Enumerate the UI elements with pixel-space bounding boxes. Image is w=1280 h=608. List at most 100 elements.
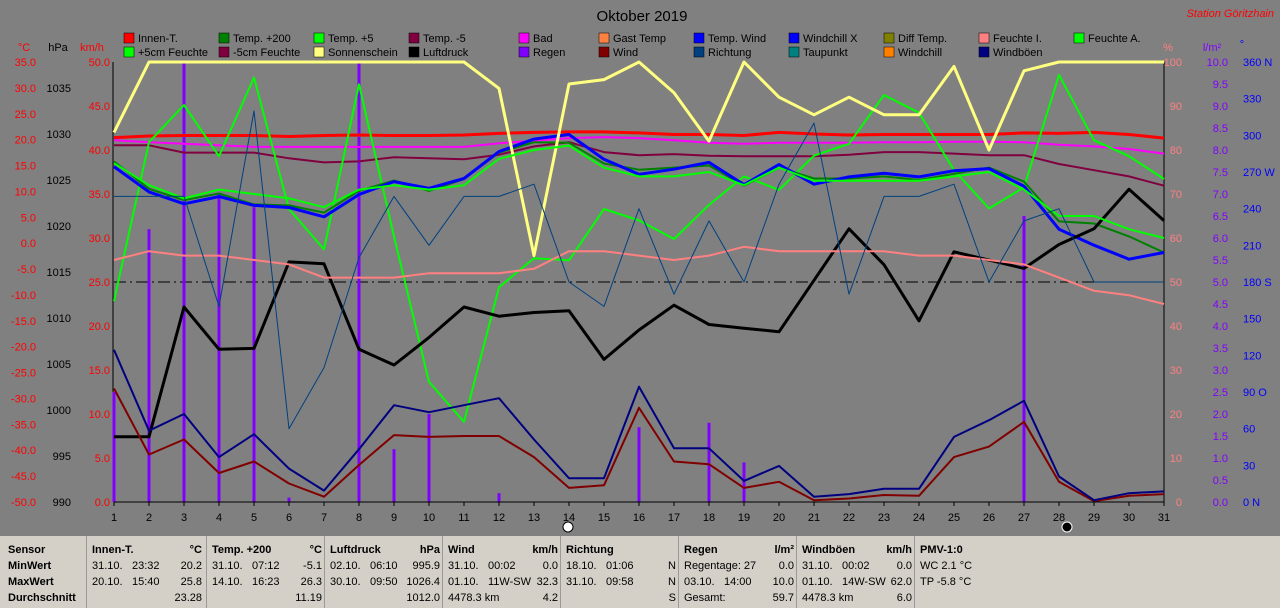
tick-rain-lm2-0-5: 0.5 (1213, 475, 1228, 487)
tick-rain-lm2-4-0: 4.0 (1213, 321, 1228, 333)
legend-swatch-windchill (883, 46, 895, 58)
legend-swatch-gast-temp (598, 32, 610, 44)
legend-swatch-windchill-x (788, 32, 800, 44)
legend-swatch-feuchte-i (978, 32, 990, 44)
legend-swatch-diff-temp (883, 32, 895, 44)
stats-temp-200-unit: °C (309, 544, 322, 556)
tick-pressure-hpa-1030: 1030 (47, 129, 71, 141)
x-label-day-17: 17 (668, 512, 680, 524)
x-label-day-4: 4 (216, 512, 222, 524)
tick-pressure-hpa-1010: 1010 (47, 313, 71, 325)
stats-temp-200-max-time: 16:23 (252, 576, 280, 588)
tick-rain-lm2-10-0: 10.0 (1207, 57, 1228, 69)
x-label-day-19: 19 (738, 512, 750, 524)
stats-regen-max-date: 03.10. (684, 576, 715, 588)
stats-richtung-max-time: 09:58 (606, 576, 634, 588)
stats-row-label-sensor: Sensor (8, 544, 46, 556)
stats-innen-t-unit: °C (189, 544, 202, 556)
legend-label-bad: Bad (533, 33, 553, 45)
tick-direction-deg-180-s: 180 S (1243, 277, 1272, 289)
x-label-day-24: 24 (913, 512, 925, 524)
tick-temp-c-0-0: 0.0 (21, 238, 36, 250)
direction-axis-unit: ° (1240, 39, 1244, 51)
tick-wind-kmh-50-0: 50.0 (89, 57, 110, 69)
stats-richtung-name: Richtung (566, 544, 614, 556)
stats-temp-200-min-value: -5.1 (303, 560, 322, 572)
tick-temp-c-25-0: 25.0 (15, 109, 36, 121)
stats-temp-200-min-time: 07:12 (252, 560, 280, 572)
legend-swatch-windb-en (978, 46, 990, 58)
tick-rain-lm2-4-5: 4.5 (1213, 299, 1228, 311)
tick-rain-lm2-3-0: 3.0 (1213, 365, 1228, 377)
legend-swatch-bad (518, 32, 530, 44)
x-label-day-7: 7 (321, 512, 327, 524)
tick-humidity-pct-70: 70 (1170, 189, 1182, 201)
stats-innen-t-min-date: 31.10. (92, 560, 123, 572)
tick-temp-c-50-0: -50.0 (11, 497, 36, 509)
tick-temp-c-10-0: 10.0 (15, 186, 36, 198)
tick-humidity-pct-60: 60 (1170, 233, 1182, 245)
legend-label-richtung: Richtung (708, 47, 751, 59)
x-axis: 1 2 3 4 5 6 7 8 9 10 11 12 13 14 15 16 17 18 19 20 21 22 23 24 2… (111, 501, 1170, 533)
stats-luftdruck-max-time: 09:50 (370, 576, 398, 588)
legend-swatch-5cm-feuchte (218, 46, 230, 58)
tick-rain-lm2-9-5: 9.5 (1213, 79, 1228, 91)
x-label-day-9: 9 (391, 512, 397, 524)
stats-regen-max-time: 14:00 (724, 576, 752, 588)
stats-windb-en-min-value: 0.0 (896, 560, 912, 572)
tick-direction-deg-240: 240 (1243, 204, 1261, 216)
stats-innen-t-max-time: 15:40 (132, 576, 160, 588)
x-label-day-27: 27 (1018, 512, 1030, 524)
legend-swatch-temp-wind (693, 32, 705, 44)
stats-luftdruck-name: Luftdruck (330, 544, 381, 556)
x-label-day-11: 11 (458, 512, 469, 524)
x-label-day-20: 20 (773, 512, 785, 524)
stats-temp-200-min-date: 31.10. (212, 560, 243, 572)
legend-swatch-temp-200 (218, 32, 230, 44)
stats-windb-en-name: Windböen (802, 544, 856, 556)
tick-temp-c-10-0: -10.0 (11, 290, 36, 302)
stats-wind-unit: km/h (532, 544, 558, 556)
x-label-day-31: 31 (1158, 512, 1170, 524)
tick-temp-c-25-0: -25.0 (11, 368, 36, 380)
x-label-day-25: 25 (948, 512, 960, 524)
weather-chart: Oktober 2019 Station Göritzhain °C hPa k… (10, 8, 1276, 533)
rain-bar-day-9 (392, 449, 396, 502)
x-label-day-30: 30 (1123, 512, 1135, 524)
stats-temp-200-avg: 11.19 (295, 592, 322, 604)
tick-rain-lm2-7-5: 7.5 (1213, 167, 1228, 179)
chart-title: Oktober 2019 (597, 8, 688, 25)
tick-pressure-hpa-1000: 1000 (47, 405, 71, 417)
tick-wind-kmh-45-0: 45.0 (89, 101, 110, 113)
legend-label-diff-temp: Diff Temp. (898, 33, 947, 45)
stats-windb-en-min-time: 00:02 (842, 560, 870, 572)
tick-direction-deg-360-n: 360 N (1243, 57, 1272, 69)
x-label-day-23: 23 (878, 512, 890, 524)
tick-rain-lm2-8-5: 8.5 (1213, 123, 1228, 135)
stats-innen-t-avg: 23.28 (174, 592, 202, 604)
stats-regen-avg: 59.7 (772, 592, 794, 604)
tick-temp-c-35-0: -35.0 (11, 419, 36, 431)
stats-luftdruck-min-date: 02.10. (330, 560, 361, 572)
stats-windb-en-avg-label: 4478.3 km (802, 592, 854, 604)
stats-windb-en-max-date: 01.10. (802, 576, 833, 588)
legend-swatch-regen (518, 46, 530, 58)
stats-wind-avg: 4.2 (542, 592, 558, 604)
tick-humidity-pct-90: 90 (1170, 101, 1182, 113)
legend-label-windb-en: Windböen (993, 47, 1043, 59)
tick-wind-kmh-0-0: 0.0 (95, 497, 110, 509)
stats-wind-max-date: 01.10. (448, 576, 479, 588)
stats-luftdruck-max-value: 1026.4 (406, 576, 440, 588)
tick-rain-lm2-1-5: 1.5 (1213, 431, 1228, 443)
tick-wind-kmh-25-0: 25.0 (89, 277, 110, 289)
tick-rain-lm2-7-0: 7.0 (1213, 189, 1228, 201)
pmv-title: PMV-1:0 (920, 544, 963, 556)
legend-label-temp-200: Temp. +200 (233, 33, 291, 45)
tick-temp-c-35-0: 35.0 (15, 57, 36, 69)
tick-temp-c-5-0: -5.0 (17, 264, 36, 276)
x-label-day-28: 28 (1053, 512, 1065, 524)
tick-pressure-hpa-1025: 1025 (47, 175, 71, 187)
tick-direction-deg-120: 120 (1243, 350, 1261, 362)
stats-separator (442, 536, 443, 608)
x-label-day-16: 16 (633, 512, 645, 524)
